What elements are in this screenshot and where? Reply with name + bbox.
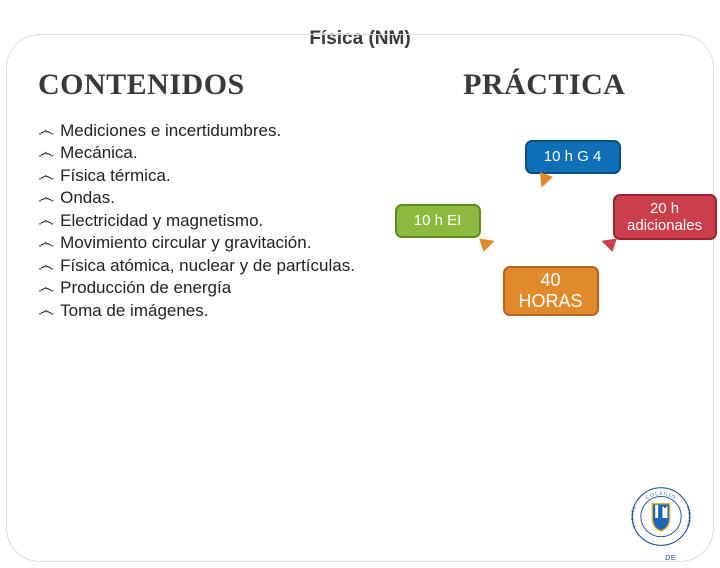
practica-diagram: 10 h G 4 10 h EI 20 h adicionales 40 HOR… [385,128,694,388]
box-ei: 10 h EI [395,204,481,238]
svg-text:COLEGIO: COLEGIO [645,491,677,502]
svg-text:VIRGEN: VIRGEN [685,505,692,528]
logo-text-bottom: DE [665,555,676,562]
box-extra: 20 h adicionales [613,194,717,240]
logo-key-head [655,505,658,508]
logo-text-left: EUROPA [630,505,637,529]
school-logo: COLEGIO EUROPA VIRGEN [624,482,698,554]
logo-text-top: COLEGIO [645,491,677,502]
box-g4: 10 h G 4 [525,140,621,174]
box-horas: 40 HORAS [503,266,599,316]
svg-text:EUROPA: EUROPA [630,505,637,529]
arrow-g4 [535,172,553,190]
column-practica: PRÁCTICA 10 h G 4 10 h EI 20 h adicional… [385,68,694,388]
heading-practica: PRÁCTICA [395,68,694,102]
logo-key-icon [655,508,658,518]
logo-text-right: VIRGEN [685,505,692,528]
logo-tower-icon [662,508,667,518]
arrow-ei [479,234,497,252]
arrow-extra [599,234,617,252]
